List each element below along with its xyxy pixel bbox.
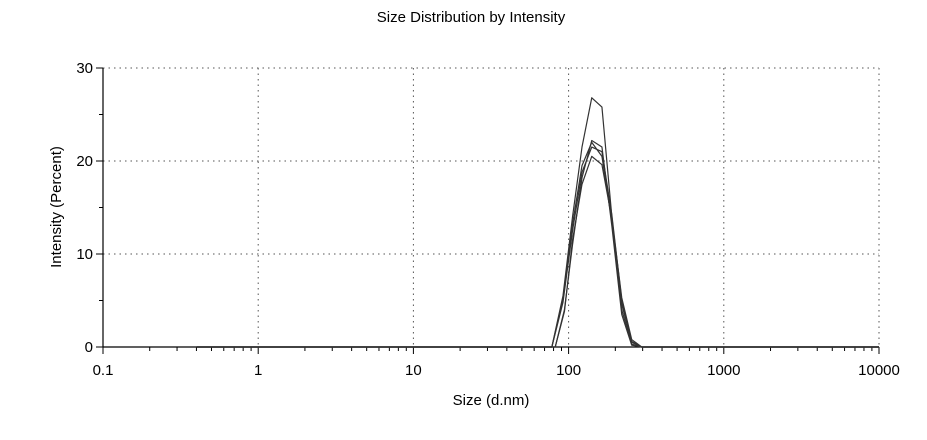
- x-tick-label: 1000: [707, 362, 740, 379]
- x-tick-label: 100: [556, 362, 581, 379]
- chart-title: Size Distribution by Intensity: [377, 9, 566, 26]
- series-line-2: [196, 141, 879, 348]
- y-tick-label: 0: [85, 339, 93, 356]
- y-tick-label: 30: [76, 60, 93, 77]
- y-tick-labels: 0 10 20 30: [76, 60, 93, 356]
- x-tick-labels: 0.1 1 10 100 1000 10000: [93, 362, 900, 379]
- series-line-3: [196, 146, 879, 348]
- y-tick-label: 20: [76, 153, 93, 170]
- x-tick-label: 1: [254, 362, 262, 379]
- plot-frame: [103, 68, 879, 347]
- series-line-4: [196, 139, 879, 348]
- y-axis-title: Intensity (Percent): [48, 146, 65, 268]
- x-tick-label: 10: [405, 362, 422, 379]
- series-line-5: [196, 155, 879, 348]
- grid-lines: [103, 67, 880, 347]
- x-tick-label: 10000: [858, 362, 900, 379]
- axes: [96, 67, 880, 354]
- series-line-1: [196, 97, 879, 348]
- x-axis-title: Size (d.nm): [453, 392, 530, 409]
- series-group: [196, 97, 879, 348]
- y-tick-label: 10: [76, 246, 93, 263]
- plot-area: 0.1 1 10 100 1000 10000 0 10 20 30: [76, 60, 900, 379]
- x-tick-label: 0.1: [93, 362, 114, 379]
